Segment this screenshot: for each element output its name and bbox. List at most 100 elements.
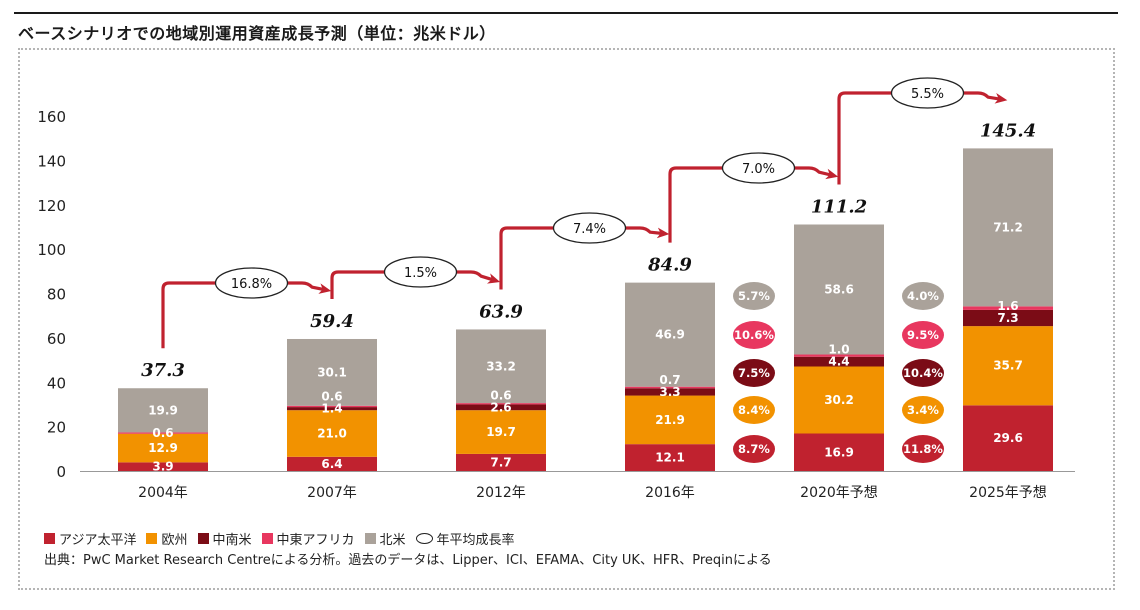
bar-segment-5 <box>625 282 715 387</box>
bar-segment-1 <box>794 433 884 471</box>
regional-cagr-label: 9.5% <box>907 328 939 342</box>
bar-segment-4 <box>794 354 884 357</box>
total-label: 37.3 <box>141 360 185 381</box>
bar-segment-5 <box>963 148 1053 307</box>
total-label: 63.9 <box>479 301 523 322</box>
regional-cagr-badge <box>902 282 944 310</box>
bar-segment-2 <box>794 366 884 434</box>
data-label: 19.9 <box>148 403 178 417</box>
bar-segment-5 <box>456 329 546 404</box>
legend-item: 欧州 <box>146 529 188 548</box>
data-label: 2.6 <box>490 400 511 414</box>
bar-segment-1 <box>118 462 208 471</box>
legend-item: アジア太平洋 <box>44 529 136 548</box>
bar-segment-1 <box>287 456 377 471</box>
regional-cagr-badge <box>902 321 944 349</box>
page-title: ベースシナリオでの地域別運用資産成長予測（単位：兆米ドル） <box>18 24 496 43</box>
data-label: 3.9 <box>152 460 173 474</box>
data-label: 30.1 <box>317 365 347 379</box>
regional-cagr-badge <box>733 435 775 463</box>
cagr-label: 1.5% <box>404 266 437 281</box>
x-tick-label: 2020年予想 <box>800 485 878 501</box>
data-label: 0.7 <box>659 373 680 387</box>
total-label: 84.9 <box>647 255 692 276</box>
legend-label: 中東アフリカ <box>276 533 355 548</box>
bar-segment-3 <box>794 356 884 367</box>
y-tick-label: 0 <box>56 463 66 481</box>
data-label: 0.6 <box>152 426 173 440</box>
bar-segment-1 <box>963 405 1053 471</box>
data-label: 0.6 <box>490 388 511 402</box>
data-label: 33.2 <box>486 359 516 373</box>
y-tick-label: 20 <box>47 419 66 437</box>
y-tick-label: 140 <box>37 152 66 170</box>
bar-segment-4 <box>625 386 715 389</box>
legend-item: 北米 <box>364 529 406 548</box>
legend-label: 中南米 <box>212 533 252 548</box>
regional-cagr-label: 8.7% <box>738 442 770 456</box>
total-label: 59.4 <box>310 311 354 332</box>
regional-cagr-badge <box>902 396 944 424</box>
cagr-bubble <box>890 77 965 109</box>
data-label: 35.7 <box>993 359 1023 373</box>
y-tick-label: 60 <box>47 330 66 348</box>
cagr-bubble <box>552 212 627 244</box>
x-tick-label: 2016年 <box>645 485 695 501</box>
data-label: 0.6 <box>321 390 342 404</box>
cagr-bubble <box>383 256 458 288</box>
y-tick-label: 40 <box>47 374 66 392</box>
legend-item: 中南米 <box>197 529 252 548</box>
ellipse-icon <box>415 533 433 544</box>
data-label: 4.4 <box>828 355 849 369</box>
x-tick-label: 2007年 <box>307 485 357 501</box>
regional-cagr-label: 8.4% <box>738 403 770 417</box>
data-label: 7.3 <box>997 311 1018 325</box>
data-label: 21.9 <box>655 413 685 427</box>
data-label: 1.6 <box>997 299 1018 313</box>
regional-cagr-label: 11.8% <box>903 442 943 456</box>
data-label: 1.4 <box>321 402 342 416</box>
regional-cagr-badge <box>902 435 944 463</box>
chart-frame <box>18 48 1115 590</box>
cagr-label: 5.5% <box>911 87 944 102</box>
bar-segment-3 <box>456 404 546 411</box>
data-label: 6.4 <box>321 457 342 471</box>
cagr-label: 7.0% <box>742 162 775 177</box>
bar-segment-2 <box>118 433 208 463</box>
cagr-bubble <box>721 152 796 184</box>
y-tick-label: 160 <box>37 108 66 126</box>
bar-segment-4 <box>456 403 546 405</box>
data-label: 7.7 <box>490 455 511 469</box>
total-label: 145.4 <box>980 120 1036 141</box>
bar-segment-2 <box>625 395 715 445</box>
bar-segment-1 <box>625 444 715 471</box>
legend-label: 北米 <box>379 533 406 548</box>
top-rule <box>14 12 1118 14</box>
y-tick-label: 100 <box>37 241 66 259</box>
data-label: 12.1 <box>655 451 685 465</box>
source-note: 出典：PwC Market Research Centreによる分析。過去のデー… <box>44 553 772 568</box>
cagr-label: 16.8% <box>231 277 272 292</box>
legend-item: 中東アフリカ <box>261 529 355 548</box>
regional-cagr-badge <box>733 282 775 310</box>
regional-cagr-label: 7.5% <box>738 366 770 380</box>
cagr-bubble <box>214 267 289 299</box>
regional-cagr-badge <box>733 396 775 424</box>
bar-segment-3 <box>287 407 377 411</box>
bar-segment-3 <box>963 309 1053 327</box>
regional-cagr-label: 3.4% <box>907 403 939 417</box>
legend-swatch <box>364 533 376 544</box>
data-label: 21.0 <box>317 427 347 441</box>
bar-segment-4 <box>963 306 1053 310</box>
regional-cagr-badge <box>733 359 775 387</box>
data-label: 71.2 <box>993 220 1023 234</box>
cagr-label: 7.4% <box>573 222 606 237</box>
legend-swatch <box>261 533 273 544</box>
legend-swatch <box>146 533 158 544</box>
data-label: 12.9 <box>148 441 178 455</box>
legend-label: アジア太平洋 <box>59 533 137 548</box>
regional-cagr-label: 4.0% <box>907 289 939 303</box>
bar-segment-4 <box>287 405 377 408</box>
bar-segment-4 <box>118 432 208 434</box>
y-tick-label: 120 <box>37 197 66 215</box>
